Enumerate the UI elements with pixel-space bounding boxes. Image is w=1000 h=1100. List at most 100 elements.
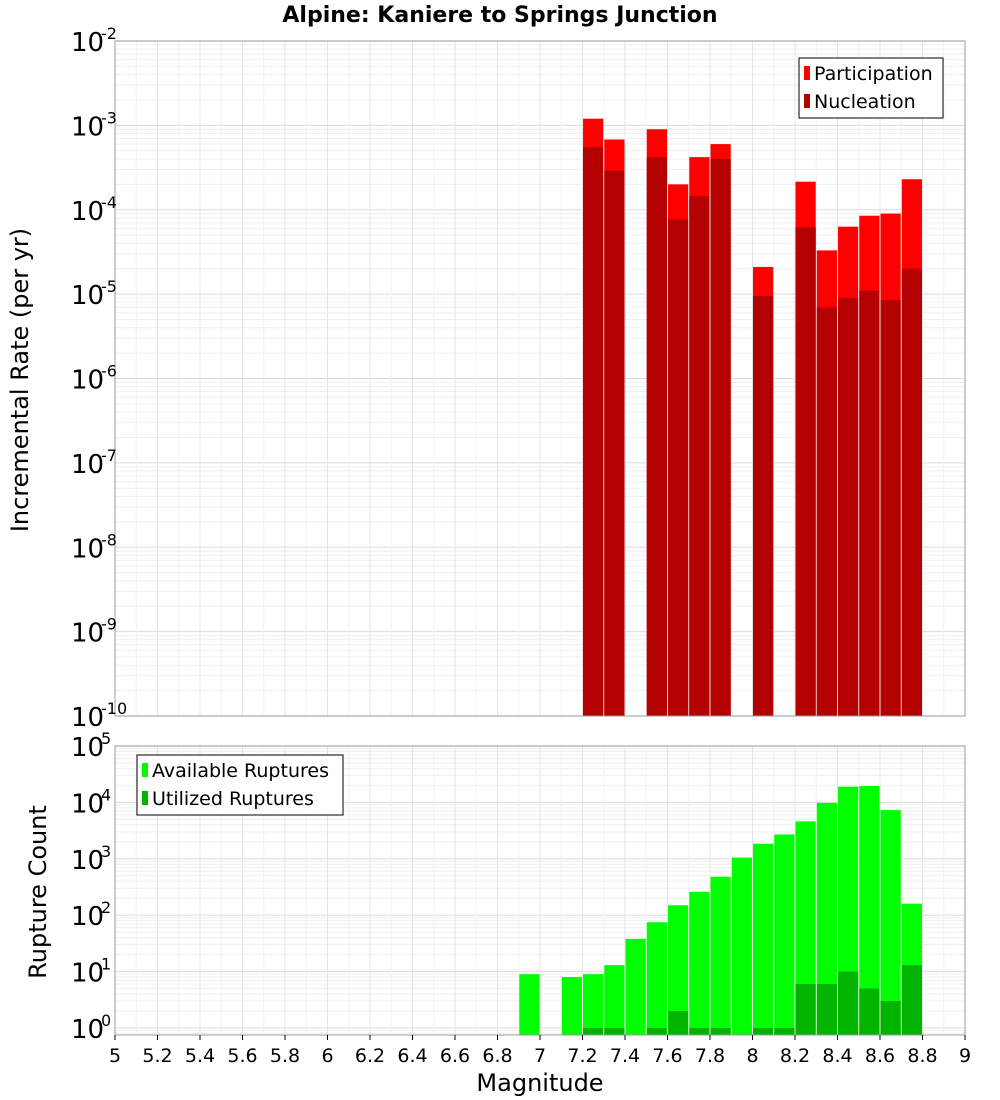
rate-bar-secondary	[901, 268, 922, 716]
count-y-tick-exp: 2	[101, 898, 111, 917]
x-tick-label: 7.6	[652, 1045, 682, 1067]
rate-legend: Participation Nucleation	[798, 57, 944, 119]
rate-y-tick-base: 10	[71, 534, 104, 564]
count-legend: Available Ruptures Utilized Ruptures	[136, 754, 344, 816]
count-bar-primary	[753, 843, 774, 1035]
rate-bar-secondary	[583, 147, 604, 717]
x-tick-label: 5.6	[227, 1045, 257, 1067]
count-y-tick-base: 10	[71, 1015, 104, 1045]
count-bar-secondary	[838, 971, 859, 1035]
rate-legend-box	[798, 57, 944, 119]
rate-y-tick-base: 10	[71, 281, 104, 311]
x-tick-label: 7.2	[567, 1045, 597, 1067]
count-bar-secondary	[880, 1001, 901, 1035]
rate-y-tick-exp: -10	[101, 699, 127, 718]
count-legend-box	[136, 754, 344, 816]
count-bar-secondary	[689, 1027, 710, 1035]
count-legend-label: Utilized Ruptures	[152, 788, 314, 810]
rate-bar-secondary	[668, 219, 689, 717]
rate-bar-secondary	[753, 296, 774, 716]
count-bar-primary	[646, 922, 667, 1035]
count-bar-secondary	[604, 1027, 625, 1035]
count-bar-primary	[625, 938, 646, 1035]
count-bar-primary	[583, 974, 604, 1035]
rate-y-tick-exp: -3	[101, 108, 117, 127]
bottom-ylabel: Rupture Count	[24, 805, 52, 979]
count-y-tick-exp: 5	[101, 729, 111, 748]
x-tick-label: 8.8	[907, 1045, 937, 1067]
count-legend-swatch	[142, 763, 148, 777]
rate-plot	[114, 40, 966, 717]
count-bar-primary	[604, 965, 625, 1035]
count-bar-primary	[668, 905, 689, 1035]
rate-y-tick-base: 10	[71, 28, 104, 58]
count-bar-secondary	[753, 1027, 774, 1035]
count-bar-primary	[689, 891, 710, 1035]
rate-y-tick-base: 10	[71, 197, 104, 227]
count-y-tick-exp: 0	[101, 1011, 111, 1030]
count-y-tick-exp: 3	[101, 842, 111, 861]
count-y-tick-exp: 1	[101, 955, 111, 974]
x-tick-label: 7	[534, 1045, 546, 1067]
count-bar-primary	[774, 834, 795, 1035]
count-y-tick-base: 10	[71, 902, 104, 932]
count-bar-primary	[816, 802, 837, 1035]
count-bar-primary	[519, 974, 540, 1035]
count-bar-secondary	[859, 988, 880, 1035]
x-tick-label: 7.4	[610, 1045, 640, 1067]
count-legend-label: Available Ruptures	[152, 760, 329, 782]
x-tick-label: 5.2	[142, 1045, 172, 1067]
x-tick-label: 7.8	[695, 1045, 725, 1067]
count-bar-primary	[561, 977, 582, 1035]
x-tick-label: 6	[321, 1045, 333, 1067]
x-axis-label: Magnitude	[476, 1069, 603, 1097]
rate-bar-secondary	[795, 227, 816, 716]
count-bar-primary	[731, 857, 752, 1035]
x-tick-label: 5.4	[185, 1045, 215, 1067]
rate-y-tick-base: 10	[71, 366, 104, 396]
x-tick-label: 8.4	[822, 1045, 852, 1067]
rate-bar-secondary	[604, 170, 625, 716]
rate-bar-secondary	[880, 300, 901, 716]
rate-legend-swatch	[804, 66, 810, 80]
count-bar-secondary	[774, 1027, 795, 1035]
rate-y-tick-base: 10	[71, 450, 104, 480]
x-tick-label: 8.2	[780, 1045, 810, 1067]
rate-y-tick-base: 10	[71, 703, 104, 733]
x-tick-label: 9	[959, 1045, 971, 1067]
count-y-tick-base: 10	[71, 959, 104, 989]
rate-y-tick-exp: -8	[101, 530, 117, 549]
count-bar-secondary	[668, 1010, 689, 1035]
rate-bar-secondary	[646, 157, 667, 717]
count-bar-primary	[859, 786, 880, 1035]
rate-bar-secondary	[689, 196, 710, 716]
count-legend-swatch	[142, 791, 148, 805]
x-tick-label: 8.6	[865, 1045, 895, 1067]
count-y-tick-base: 10	[71, 846, 104, 876]
rate-y-tick-exp: -9	[101, 615, 117, 634]
count-y-tick-base: 10	[71, 733, 104, 763]
count-y-tick-base: 10	[71, 789, 104, 819]
rate-y-tick-exp: -4	[101, 193, 117, 212]
count-bar-primary	[880, 810, 901, 1035]
rate-y-tick-exp: -6	[101, 362, 117, 381]
rate-y-tick-exp: -2	[101, 24, 117, 43]
count-bar-secondary	[816, 984, 837, 1035]
rate-legend-label: Nucleation	[814, 91, 916, 113]
count-bar-secondary	[583, 1027, 604, 1035]
count-bar-secondary	[646, 1027, 667, 1035]
x-tick-label: 8	[746, 1045, 758, 1067]
count-bar-secondary	[901, 965, 922, 1035]
rate-y-tick-base: 10	[71, 112, 104, 142]
rate-y-tick-exp: -7	[101, 446, 117, 465]
x-tick-label: 5	[109, 1045, 121, 1067]
rate-bar-secondary	[710, 158, 731, 717]
rate-legend-label: Participation	[814, 63, 933, 85]
count-bar-primary	[710, 876, 731, 1035]
rate-frame	[114, 40, 966, 717]
x-tick-label: 5.8	[270, 1045, 300, 1067]
x-tick-label: 6.6	[440, 1045, 470, 1067]
rate-y-tick-exp: -5	[101, 277, 117, 296]
count-bar-secondary	[710, 1027, 731, 1035]
